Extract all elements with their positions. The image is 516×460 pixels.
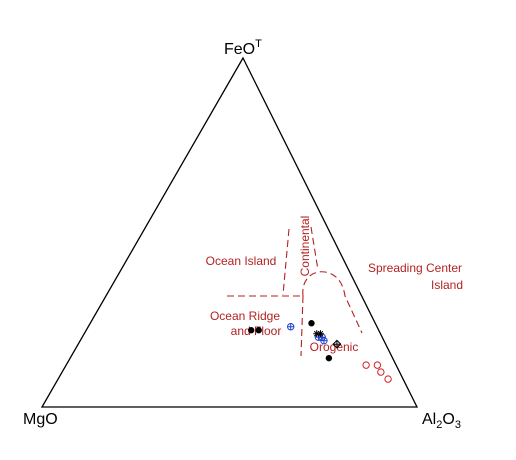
data-point-filled-circle [255, 327, 262, 334]
vertex-label-feo: FeOT [224, 38, 262, 58]
data-point-diamond-plus [332, 339, 342, 349]
vertex-label-al2o3: Al2O3 [422, 411, 461, 431]
data-point-filled-circle [248, 327, 255, 334]
triangle-frame [40, 56, 419, 408]
boundary-orogenic-left [300, 295, 304, 357]
data-point-filled-circle [325, 354, 333, 362]
field-label-orogenic: Orogenic [310, 340, 359, 354]
field-boundaries [227, 226, 363, 357]
data-point-open-circle [362, 361, 370, 369]
field-label-ocean-island: Ocean Island [206, 254, 277, 268]
vertex-labels: FeOT MgO Al2O3 [23, 38, 461, 431]
field-label-continental: Continental [298, 216, 312, 277]
data-point-asterisk [316, 330, 324, 338]
data-point-open-circle [373, 361, 382, 369]
vertex-label-mgo: MgO [23, 411, 58, 428]
field-label-ocean-ridge-line1: Ocean Ridge [210, 309, 280, 323]
field-label-spreading-center-line1: Spreading Center [368, 261, 462, 275]
data-points [248, 320, 392, 383]
data-point-circle-plus [287, 323, 295, 331]
data-point-filled-circle [308, 320, 315, 327]
field-labels: Ocean Island Continental Spreading Cente… [206, 216, 463, 354]
field-label-spreading-center-line2: Island [431, 278, 463, 292]
data-point-open-circle [384, 375, 392, 383]
data-point-circle-plus [320, 336, 328, 345]
boundary-continental-spreading [310, 226, 319, 271]
data-point-open-circle [377, 368, 385, 376]
boundary-ocean-island-continental [282, 228, 290, 296]
boundary-central-curve [302, 271, 363, 334]
